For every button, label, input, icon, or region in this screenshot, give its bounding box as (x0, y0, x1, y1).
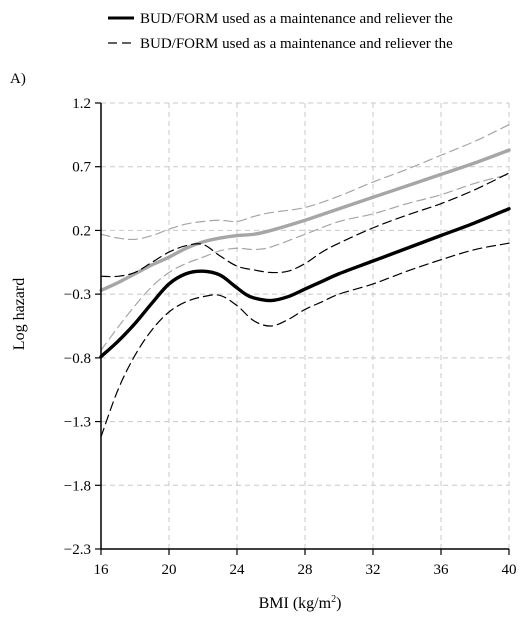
x-tick-label: 24 (230, 562, 246, 578)
black-estimate-line (99, 207, 511, 359)
legend-label-dashed: BUD/FORM used as a maintenance and relie… (140, 36, 453, 52)
gray-lower-ci-line (100, 173, 510, 351)
x-axis-label-main: BMI (kg/m (259, 595, 332, 612)
x-axis-label-superscript: 2 (331, 594, 336, 605)
grid (100, 102, 510, 550)
black-lower-ci-line (100, 242, 510, 438)
x-tick-label: 28 (298, 562, 313, 578)
y-tick-label: 0.2 (72, 223, 91, 239)
x-tick-label: 40 (502, 562, 517, 578)
series-lines (99, 124, 511, 438)
black-upper-ci-line (100, 172, 510, 278)
y-tick-label: −0.8 (64, 351, 91, 367)
x-tick-label: 36 (434, 562, 450, 578)
gray-upper-ci-line (100, 124, 510, 241)
x-axis-label: BMI (kg/m2) (259, 594, 342, 612)
x-tick-label: 16 (94, 562, 110, 578)
gray-estimate-line (99, 148, 511, 293)
axes (95, 102, 510, 555)
panel-label: A) (10, 71, 26, 87)
x-axis-label-close: ) (336, 595, 341, 612)
y-tick-label: −0.3 (64, 287, 91, 303)
legend: BUD/FORM used as a maintenance and relie… (108, 11, 453, 52)
legend-label-solid: BUD/FORM used as a maintenance and relie… (140, 11, 453, 27)
y-axis-label: Log hazard (11, 278, 28, 350)
y-tick-label: −1.8 (64, 478, 91, 494)
x-tick-label: 20 (162, 562, 177, 578)
y-tick-label: 1.2 (72, 96, 91, 112)
x-tick-label: 32 (366, 562, 381, 578)
tick-labels: −2.3 −1.8 −1.3 −0.8 −0.3 0.2 0.7 1.2 16 20 24 28 32 3… (64, 96, 517, 578)
y-tick-label: −2.3 (64, 542, 91, 558)
y-tick-label: 0.7 (72, 160, 91, 176)
y-tick-label: −1.3 (64, 415, 91, 431)
